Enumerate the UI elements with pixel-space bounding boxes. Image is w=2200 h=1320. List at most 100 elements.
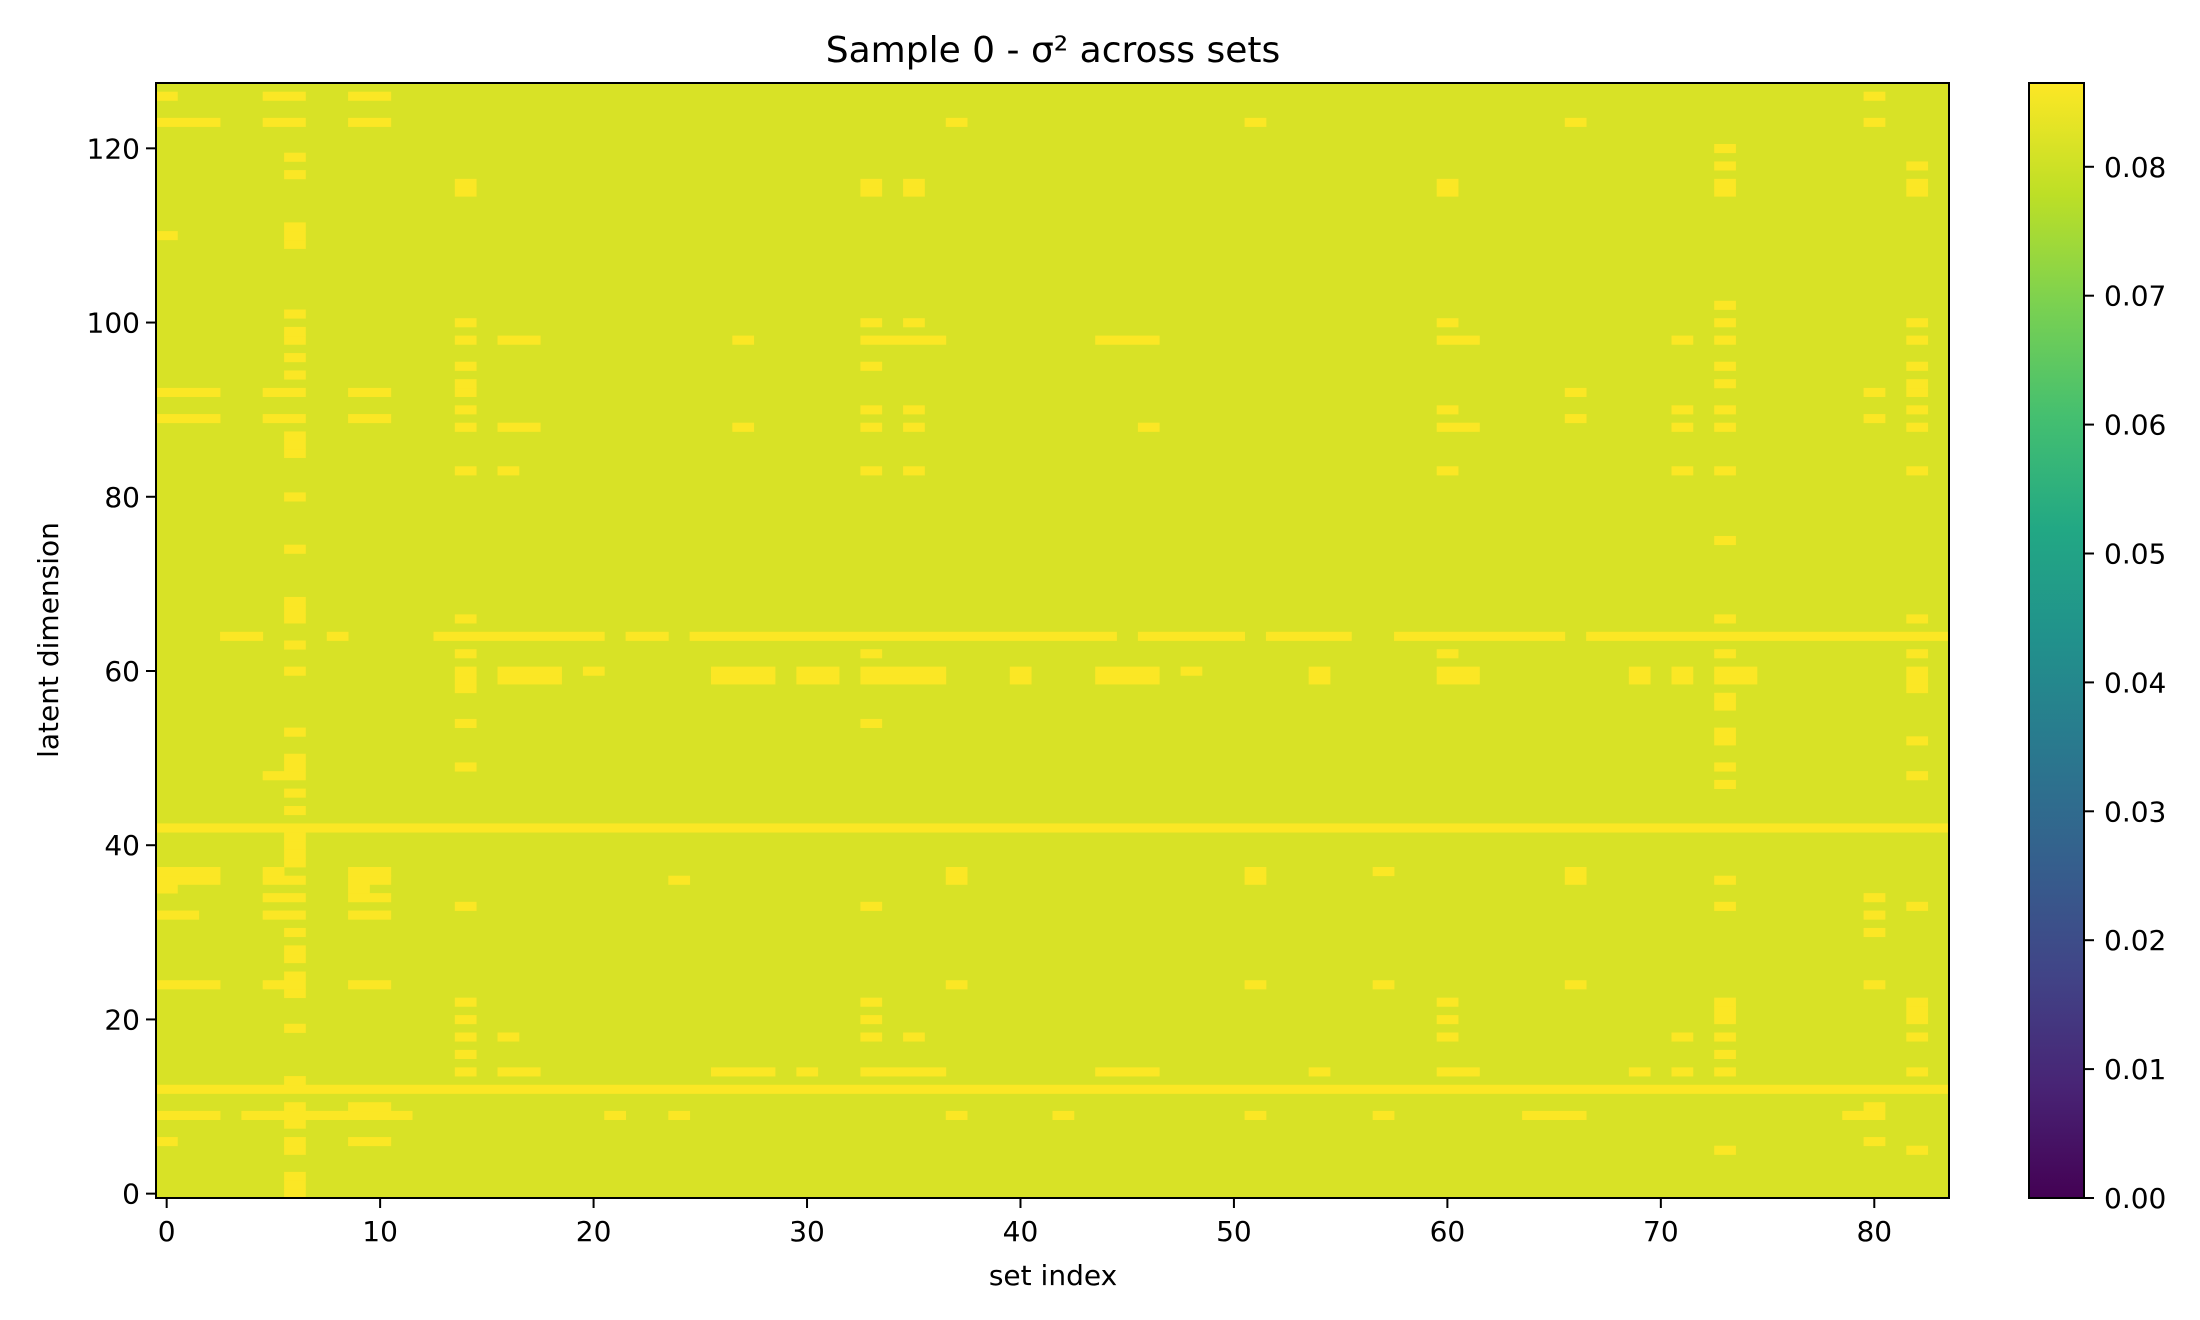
heatmap-cell bbox=[1009, 666, 1032, 676]
heatmap-cell bbox=[156, 231, 178, 241]
y-tick-label: 100 bbox=[87, 307, 140, 340]
heatmap-cell bbox=[284, 945, 306, 955]
y-tick-label: 80 bbox=[104, 481, 140, 514]
heatmap-cell bbox=[454, 405, 477, 415]
heatmap-cell bbox=[454, 762, 477, 772]
heatmap-cell bbox=[284, 596, 306, 607]
heatmap-cell bbox=[1906, 187, 1929, 197]
heatmap-cell bbox=[1906, 422, 1929, 432]
heatmap-cell bbox=[497, 466, 520, 476]
y-axis-ticks: 0 20 40 60 80 100 120 bbox=[87, 132, 156, 1211]
heatmap-cell bbox=[454, 318, 477, 328]
heatmap-cell bbox=[1436, 997, 1459, 1007]
heatmap-cell bbox=[284, 1137, 306, 1147]
heatmap-cell bbox=[1394, 631, 1566, 641]
heatmap-cell bbox=[903, 187, 925, 197]
heatmap-cell bbox=[284, 326, 306, 337]
heatmap-cell bbox=[903, 1032, 925, 1042]
colorbar bbox=[2028, 82, 2085, 1199]
heatmap-cell bbox=[582, 666, 605, 676]
heatmap-cell bbox=[1671, 675, 1694, 685]
heatmap-cell bbox=[1863, 91, 1886, 101]
heatmap-cell bbox=[241, 1110, 413, 1120]
heatmap-cell bbox=[1714, 300, 1736, 310]
heatmap-cell bbox=[1714, 675, 1758, 685]
heatmap-cell bbox=[604, 1110, 626, 1120]
heatmap-cell bbox=[1906, 649, 1929, 659]
heatmap-cell bbox=[348, 866, 392, 877]
heatmap-cell bbox=[1586, 631, 1950, 641]
heatmap-cell bbox=[1564, 866, 1587, 877]
x-tick-label: 40 bbox=[1003, 1215, 1039, 1248]
heatmap-cell bbox=[1095, 1067, 1160, 1077]
heatmap-cell bbox=[1436, 666, 1480, 676]
heatmap-cell bbox=[1906, 684, 1929, 694]
heatmap-cell bbox=[732, 335, 755, 345]
colorbar-tick-label: 0.08 bbox=[2104, 151, 2166, 184]
heatmap-cell bbox=[1863, 910, 1886, 920]
heatmap-cell bbox=[454, 901, 477, 911]
heatmap-cell bbox=[156, 910, 200, 920]
heatmap-cell bbox=[454, 666, 477, 676]
colorbar-tick-label: 0.05 bbox=[2104, 537, 2166, 570]
heatmap-cell bbox=[945, 980, 968, 990]
heatmap-cell bbox=[284, 1189, 306, 1199]
heatmap-cell bbox=[1714, 1032, 1736, 1042]
heatmap-cell bbox=[454, 335, 477, 345]
y-tick-label: 40 bbox=[104, 829, 140, 862]
colorbar-tick-label: 0.06 bbox=[2104, 409, 2166, 442]
heatmap-cell bbox=[284, 353, 306, 363]
heatmap-cell bbox=[262, 387, 306, 397]
heatmap-cell bbox=[1436, 318, 1459, 328]
heatmap-cell bbox=[284, 762, 306, 772]
heatmap-cell bbox=[1564, 387, 1587, 397]
heatmap-cell bbox=[156, 866, 221, 877]
heatmap-cell bbox=[860, 187, 883, 197]
heatmap-cell bbox=[1436, 187, 1459, 197]
heatmap-cell bbox=[497, 1067, 541, 1077]
heatmap-cell bbox=[497, 666, 562, 676]
heatmap-cell bbox=[732, 422, 755, 432]
heatmap-cell bbox=[1906, 771, 1929, 781]
heatmap-cell bbox=[860, 178, 883, 188]
heatmap-cell bbox=[262, 893, 306, 903]
heatmap-cell bbox=[1372, 1110, 1395, 1120]
heatmap-cell bbox=[1714, 762, 1736, 772]
heatmap-cell bbox=[284, 605, 306, 615]
heatmap-cell bbox=[497, 1032, 520, 1042]
y-tick-label: 20 bbox=[104, 1003, 140, 1036]
heatmap-cell bbox=[1906, 387, 1929, 397]
colorbar-ticks: 0.00 0.01 0.02 0.03 0.04 0.05 0.06 0.07 0.08 bbox=[2084, 151, 2166, 1215]
heatmap-cell bbox=[348, 91, 392, 101]
heatmap-cell bbox=[1372, 980, 1395, 990]
heatmap-cell bbox=[1714, 187, 1736, 197]
heatmap-cell bbox=[284, 1023, 306, 1033]
heatmap-cell bbox=[1436, 1032, 1459, 1042]
heatmap-cell bbox=[945, 117, 968, 127]
heatmap-cell bbox=[1436, 178, 1459, 188]
heatmap-cell bbox=[262, 91, 306, 101]
heatmap-cell bbox=[284, 544, 306, 554]
heatmap-cell bbox=[860, 1015, 883, 1025]
heatmap-cell bbox=[1671, 405, 1694, 415]
x-tick-label: 30 bbox=[789, 1215, 825, 1248]
heatmap-cell bbox=[860, 466, 883, 476]
heatmap-cell bbox=[284, 858, 306, 868]
heatmap-cell bbox=[1714, 997, 1736, 1007]
heatmap-cell bbox=[625, 631, 669, 641]
heatmap-cell bbox=[1436, 1067, 1480, 1077]
heatmap-cell bbox=[284, 832, 306, 842]
heatmap-cell bbox=[497, 335, 541, 345]
heatmap-cell bbox=[1436, 675, 1480, 685]
heatmap-cell bbox=[454, 1067, 477, 1077]
heatmap-cell bbox=[1863, 414, 1886, 424]
colorbar-tick-label: 0.01 bbox=[2104, 1053, 2166, 1086]
heatmap-cell bbox=[1906, 614, 1929, 624]
colorbar-tick-label: 0.00 bbox=[2104, 1182, 2166, 1215]
heatmap-cell bbox=[156, 117, 221, 127]
heatmap-cell bbox=[1180, 666, 1203, 676]
heatmap-cell bbox=[796, 1067, 819, 1077]
heatmap-cell bbox=[1714, 143, 1736, 154]
heatmap-cell bbox=[454, 187, 477, 197]
x-tick-label: 10 bbox=[362, 1215, 398, 1248]
